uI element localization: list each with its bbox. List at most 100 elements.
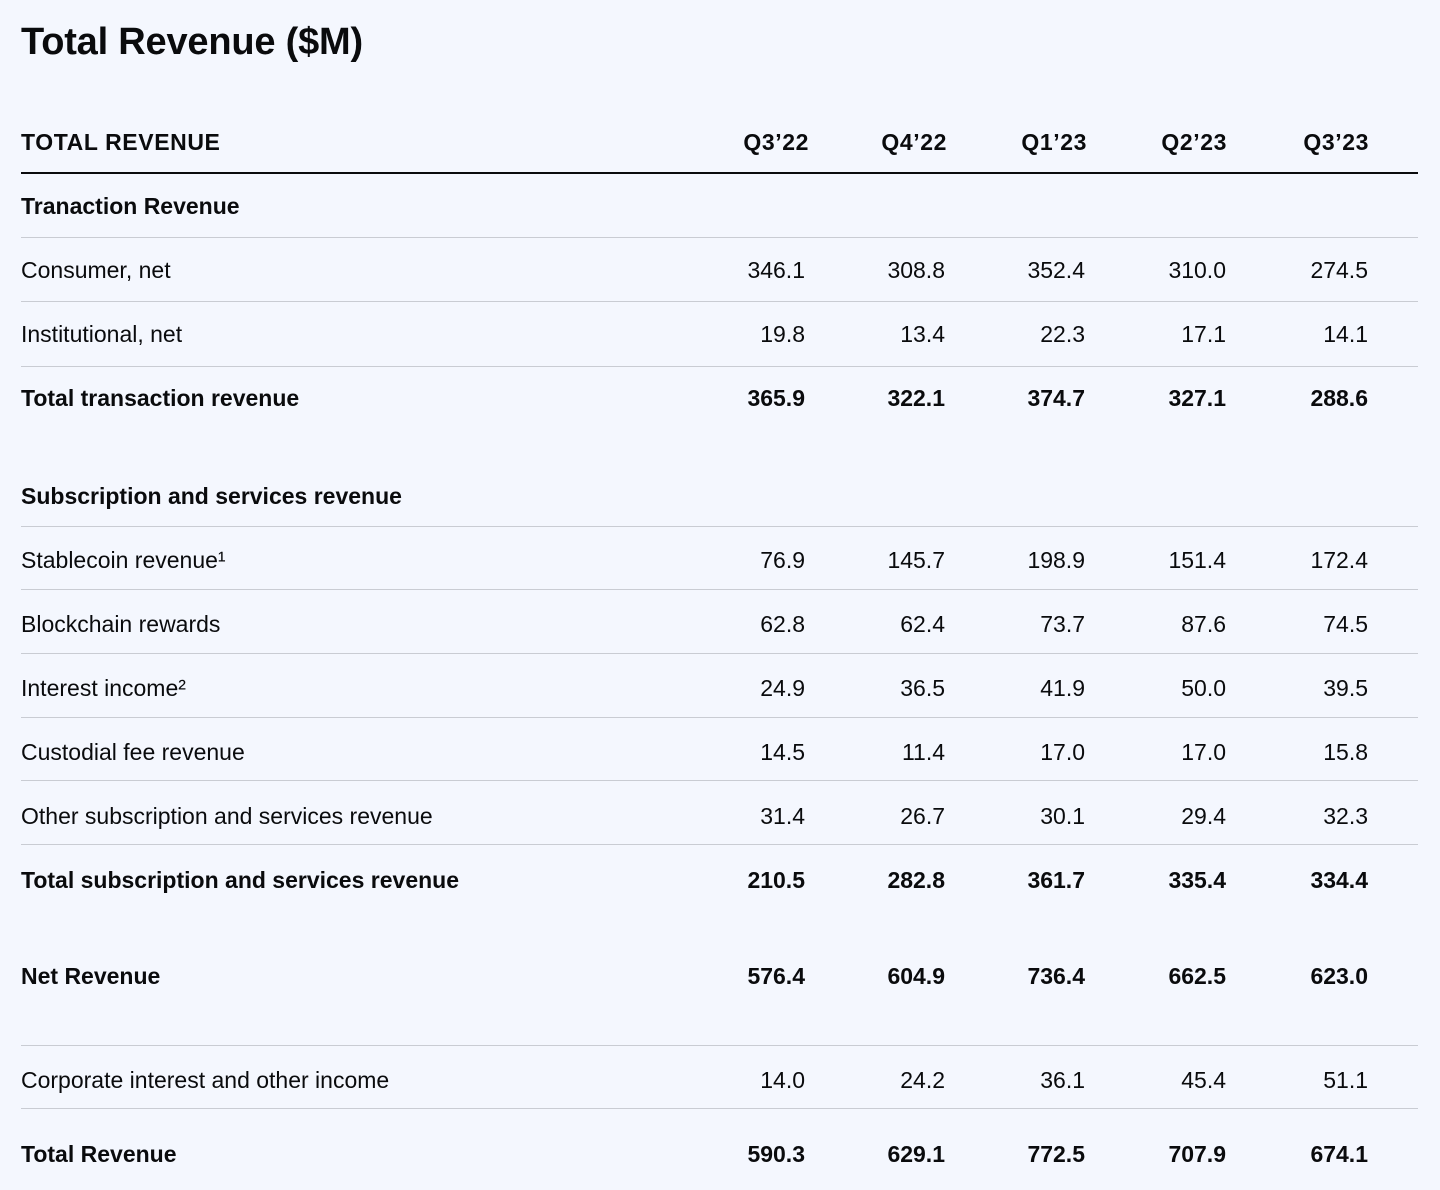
row-value: 17.1 [1181, 321, 1226, 347]
row-divider [21, 1108, 1418, 1109]
total-value: 288.6 [1310, 385, 1368, 411]
table-row: Institutional, net 19.8 13.4 22.3 17.1 1… [21, 302, 1418, 366]
header-divider [21, 172, 1418, 174]
net-revenue-value: 662.5 [1168, 963, 1226, 989]
row-value: 145.7 [887, 547, 945, 573]
row-value: 11.4 [901, 739, 945, 765]
row-label: Blockchain rewards [21, 611, 221, 637]
row-value: 39.5 [1323, 675, 1368, 701]
section-heading-row: Tranaction Revenue [21, 174, 1418, 238]
total-revenue-value: 707.9 [1168, 1141, 1226, 1167]
column-header-label: TOTAL REVENUE [21, 129, 221, 155]
row-value: 31.4 [760, 803, 805, 829]
total-row: Total subscription and services revenue … [21, 848, 1418, 912]
row-label: Custodial fee revenue [21, 739, 245, 765]
table-row: Consumer, net 346.1 308.8 352.4 310.0 27… [21, 238, 1418, 302]
row-value: 62.8 [760, 611, 805, 637]
total-value: 335.4 [1168, 867, 1226, 893]
row-value: 32.3 [1323, 803, 1368, 829]
row-value: 50.0 [1181, 675, 1226, 701]
row-value: 17.0 [1181, 739, 1226, 765]
row-value: 36.5 [900, 675, 945, 701]
row-divider [21, 717, 1418, 718]
total-label: Total subscription and services revenue [21, 867, 459, 893]
column-header-q4-22: Q4’22 [881, 129, 947, 155]
row-label: Interest income² [21, 675, 186, 701]
row-value: 310.0 [1168, 257, 1226, 283]
row-divider [21, 237, 1418, 238]
row-value: 172.4 [1310, 547, 1368, 573]
revenue-table: TOTAL REVENUE Q3’22 Q4’22 Q1’23 Q2’23 Q3… [21, 110, 1418, 1186]
total-value: 327.1 [1168, 385, 1226, 411]
total-revenue-label: Total Revenue [21, 1141, 177, 1167]
row-value: 22.3 [1040, 321, 1085, 347]
row-value: 51.1 [1323, 1067, 1368, 1093]
row-divider [21, 844, 1418, 845]
row-divider [21, 366, 1418, 367]
total-value: 322.1 [887, 385, 945, 411]
row-divider [21, 1045, 1418, 1046]
total-value: 334.4 [1310, 867, 1368, 893]
table-row: Custodial fee revenue 14.5 11.4 17.0 17.… [21, 720, 1418, 784]
total-value: 210.5 [747, 867, 805, 893]
column-header-q3-22: Q3’22 [743, 129, 809, 155]
total-label: Total transaction revenue [21, 385, 300, 411]
total-revenue-value: 629.1 [887, 1141, 945, 1167]
total-row: Total transaction revenue 365.9 322.1 37… [21, 366, 1418, 430]
net-revenue-label: Net Revenue [21, 963, 161, 989]
section-heading: Subscription and services revenue [21, 483, 402, 509]
total-revenue-value: 674.1 [1310, 1141, 1368, 1167]
row-value: 346.1 [747, 257, 805, 283]
row-value: 62.4 [900, 611, 945, 637]
row-value: 14.5 [760, 739, 805, 765]
row-value: 198.9 [1027, 547, 1085, 573]
row-value: 308.8 [887, 257, 945, 283]
row-divider [21, 526, 1418, 527]
row-label: Consumer, net [21, 257, 171, 283]
row-value: 24.9 [760, 675, 805, 701]
column-header-q3-23: Q3’23 [1303, 129, 1369, 155]
column-header-q1-23: Q1’23 [1021, 129, 1087, 155]
row-value: 29.4 [1181, 803, 1226, 829]
table-row: Blockchain rewards 62.8 62.4 73.7 87.6 7… [21, 592, 1418, 656]
total-value: 374.7 [1027, 385, 1085, 411]
row-value: 19.8 [760, 321, 805, 347]
row-label: Stablecoin revenue¹ [21, 547, 226, 573]
table-row: Other subscription and services revenue … [21, 784, 1418, 848]
row-value: 74.5 [1323, 611, 1368, 637]
net-revenue-value: 623.0 [1310, 963, 1368, 989]
row-value: 17.0 [1040, 739, 1085, 765]
net-revenue-value: 576.4 [747, 963, 805, 989]
row-value: 24.2 [900, 1067, 945, 1093]
total-revenue-value: 590.3 [747, 1141, 805, 1167]
section-heading-row: Subscription and services revenue [21, 464, 1418, 528]
table-row: Interest income² 24.9 36.5 41.9 50.0 39.… [21, 656, 1418, 720]
row-divider [21, 653, 1418, 654]
net-revenue-value: 736.4 [1027, 963, 1085, 989]
row-value: 87.6 [1181, 611, 1226, 637]
row-value: 14.0 [760, 1067, 805, 1093]
total-value: 282.8 [887, 867, 945, 893]
row-divider [21, 589, 1418, 590]
row-value: 30.1 [1040, 803, 1085, 829]
table-row: Stablecoin revenue¹ 76.9 145.7 198.9 151… [21, 528, 1418, 592]
row-value: 13.4 [900, 321, 945, 347]
row-value: 76.9 [760, 547, 805, 573]
total-value: 365.9 [747, 385, 805, 411]
column-header-q2-23: Q2’23 [1161, 129, 1227, 155]
row-value: 14.1 [1323, 321, 1368, 347]
row-value: 26.7 [900, 803, 945, 829]
row-value: 352.4 [1027, 257, 1085, 283]
total-revenue-row: Total Revenue 590.3 629.1 772.5 707.9 67… [21, 1122, 1418, 1186]
row-value: 36.1 [1040, 1067, 1085, 1093]
row-value: 15.8 [1323, 739, 1368, 765]
total-value: 361.7 [1027, 867, 1085, 893]
row-value: 45.4 [1181, 1067, 1226, 1093]
net-revenue-row: Net Revenue 576.4 604.9 736.4 662.5 623.… [21, 944, 1418, 1008]
row-label: Other subscription and services revenue [21, 803, 433, 829]
row-label: Corporate interest and other income [21, 1067, 390, 1093]
row-value: 41.9 [1040, 675, 1085, 701]
section-heading: Tranaction Revenue [21, 193, 240, 219]
row-label: Institutional, net [21, 321, 183, 347]
